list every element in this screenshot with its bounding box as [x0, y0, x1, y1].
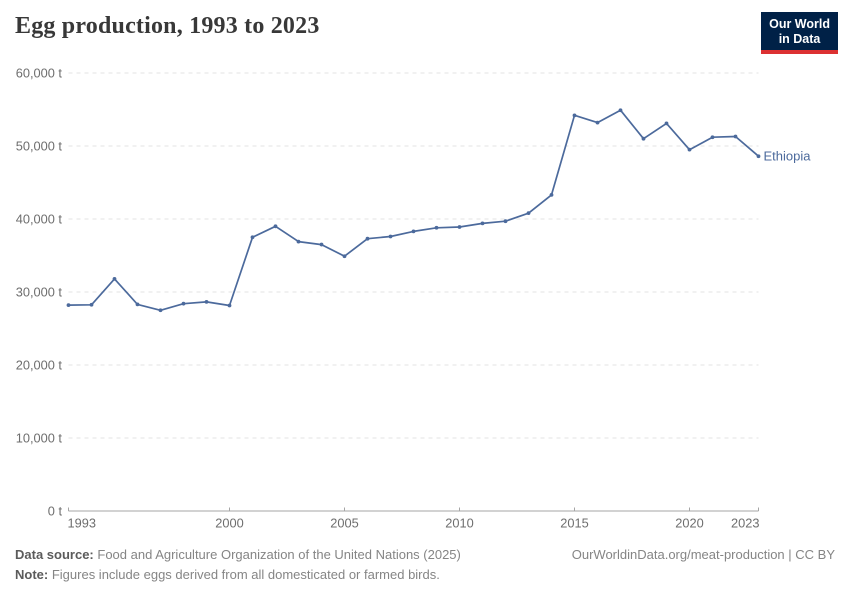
data-point[interactable]: [250, 235, 255, 240]
x-axis-tick-label: 2015: [560, 516, 588, 531]
data-point[interactable]: [158, 308, 163, 313]
data-point[interactable]: [595, 120, 600, 125]
data-point[interactable]: [227, 303, 232, 308]
data-point[interactable]: [572, 113, 577, 118]
owid-logo-line2: in Data: [778, 32, 821, 46]
x-axis-tick-label: 2010: [445, 516, 473, 531]
data-point[interactable]: [296, 239, 301, 244]
data-point[interactable]: [273, 224, 278, 229]
footer-notes: Data source: Food and Agriculture Organi…: [15, 545, 461, 585]
credit-link[interactable]: OurWorldinData.org/meat-production | CC …: [571, 547, 835, 562]
data-point[interactable]: [342, 254, 347, 259]
y-axis-tick-label: 20,000 t: [16, 358, 63, 373]
y-axis-tick-label: 50,000 t: [16, 139, 63, 154]
data-point[interactable]: [756, 154, 761, 159]
x-axis-tick-label: 2000: [215, 516, 243, 531]
data-point[interactable]: [388, 234, 393, 239]
page-title: Egg production, 1993 to 2023: [15, 13, 320, 39]
data-point[interactable]: [89, 302, 94, 307]
data-point[interactable]: [503, 219, 508, 224]
data-point[interactable]: [687, 147, 692, 152]
y-axis-tick-label: 10,000 t: [16, 431, 63, 446]
datasource-label: Data source:: [15, 547, 94, 562]
data-point[interactable]: [618, 108, 623, 113]
data-point[interactable]: [181, 301, 186, 306]
data-point[interactable]: [411, 229, 416, 234]
owid-logo[interactable]: Our World in Data: [761, 12, 838, 54]
datasource-text: Food and Agriculture Organization of the…: [97, 547, 461, 562]
data-point[interactable]: [664, 121, 669, 126]
data-point[interactable]: [457, 225, 462, 229]
data-point[interactable]: [112, 276, 117, 281]
data-point[interactable]: [549, 193, 554, 197]
data-point[interactable]: [365, 236, 370, 241]
data-point[interactable]: [135, 302, 140, 307]
note-label: Note:: [15, 567, 49, 582]
note-text: Figures include eggs derived from all do…: [51, 567, 440, 582]
data-point[interactable]: [66, 303, 71, 308]
data-point[interactable]: [710, 135, 715, 140]
data-point[interactable]: [733, 134, 738, 139]
datasource-line: Data source: Food and Agriculture Organi…: [15, 545, 461, 565]
trend-line-ethiopia: [68, 109, 760, 312]
owid-logo-line1: Our World: [769, 17, 830, 31]
data-point[interactable]: [204, 299, 209, 304]
x-axis-tick-label: 2020: [675, 516, 703, 531]
y-axis-tick-label: 40,000 t: [16, 212, 63, 227]
y-axis-tick-label: 0 t: [48, 504, 63, 519]
y-axis-tick-label: 30,000 t: [16, 285, 63, 300]
data-point[interactable]: [641, 136, 646, 141]
data-point[interactable]: [480, 221, 485, 226]
note-line: Note: Figures include eggs derived from …: [15, 565, 461, 585]
y-axis-tick-label: 60,000 t: [16, 66, 63, 81]
data-point[interactable]: [526, 211, 531, 216]
x-axis-tick-label: 2023: [731, 516, 759, 531]
series-label-ethiopia[interactable]: Ethiopia: [764, 149, 812, 164]
x-axis-tick-label: 2005: [330, 516, 358, 531]
data-point[interactable]: [319, 242, 324, 247]
data-point[interactable]: [434, 225, 439, 230]
x-axis-tick-label: 1993: [68, 516, 96, 531]
